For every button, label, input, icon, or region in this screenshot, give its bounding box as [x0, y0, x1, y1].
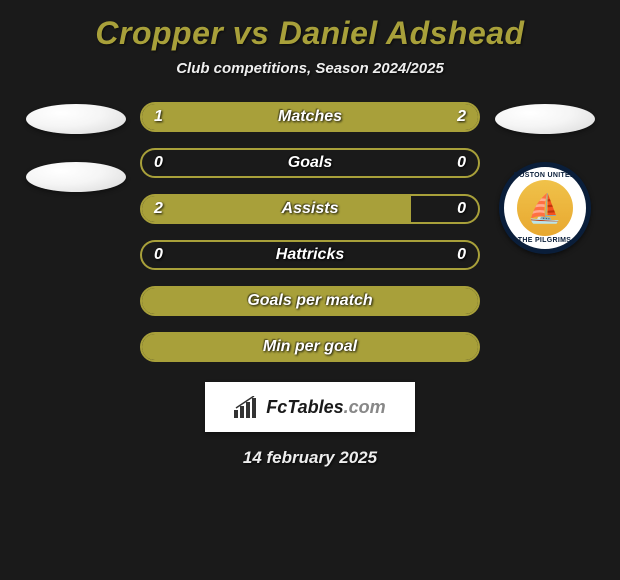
left-team-logo-placeholder-2 [26, 162, 126, 192]
comparison-bars: 1 2 Matches 0 0 Goals 2 0 Assists 0 0 Hattricks Goal… [140, 102, 480, 362]
stat-value-left: 0 [154, 154, 163, 172]
stat-label: Assists [282, 200, 339, 218]
brand-chart-icon [234, 396, 260, 418]
bar-fill-left [142, 196, 411, 222]
footer-date: 14 february 2025 [0, 448, 620, 468]
right-team-column: BOSTON UNITED ⛵ THE PILGRIMS [492, 102, 597, 254]
stat-label: Matches [278, 108, 342, 126]
stat-value-left: 0 [154, 246, 163, 264]
page-subtitle: Club competitions, Season 2024/2025 [0, 60, 620, 77]
right-team-badge: BOSTON UNITED ⛵ THE PILGRIMS [499, 162, 591, 254]
badge-ship-icon: ⛵ [517, 180, 573, 236]
left-team-logo-placeholder-1 [26, 104, 126, 134]
stat-row-goals: 0 0 Goals [140, 148, 480, 178]
page-title: Cropper vs Daniel Adshead [0, 15, 620, 52]
stat-value-right: 0 [457, 200, 466, 218]
stat-value-right: 2 [457, 108, 466, 126]
stat-row-assists: 2 0 Assists [140, 194, 480, 224]
stat-row-min-per-goal: Min per goal [140, 332, 480, 362]
stat-value-left: 1 [154, 108, 163, 126]
stat-label: Goals [288, 154, 332, 172]
stat-label: Min per goal [263, 338, 357, 356]
stat-label: Goals per match [247, 292, 372, 310]
stat-row-hattricks: 0 0 Hattricks [140, 240, 480, 270]
stat-value-right: 0 [457, 154, 466, 172]
infographic-root: Cropper vs Daniel Adshead Club competiti… [0, 0, 620, 478]
stat-label: Hattricks [276, 246, 344, 264]
brand-watermark: FcTables.com [205, 382, 415, 432]
badge-top-text: BOSTON UNITED [514, 172, 576, 179]
right-team-logo-placeholder [495, 104, 595, 134]
stat-value-left: 2 [154, 200, 163, 218]
stats-area: 1 2 Matches 0 0 Goals 2 0 Assists 0 0 Hattricks Goal… [0, 102, 620, 362]
stat-row-matches: 1 2 Matches [140, 102, 480, 132]
left-team-column [23, 102, 128, 192]
badge-bottom-text: THE PILGRIMS [518, 237, 571, 244]
stat-value-right: 0 [457, 246, 466, 264]
brand-name: FcTables.com [266, 397, 385, 418]
stat-row-goals-per-match: Goals per match [140, 286, 480, 316]
